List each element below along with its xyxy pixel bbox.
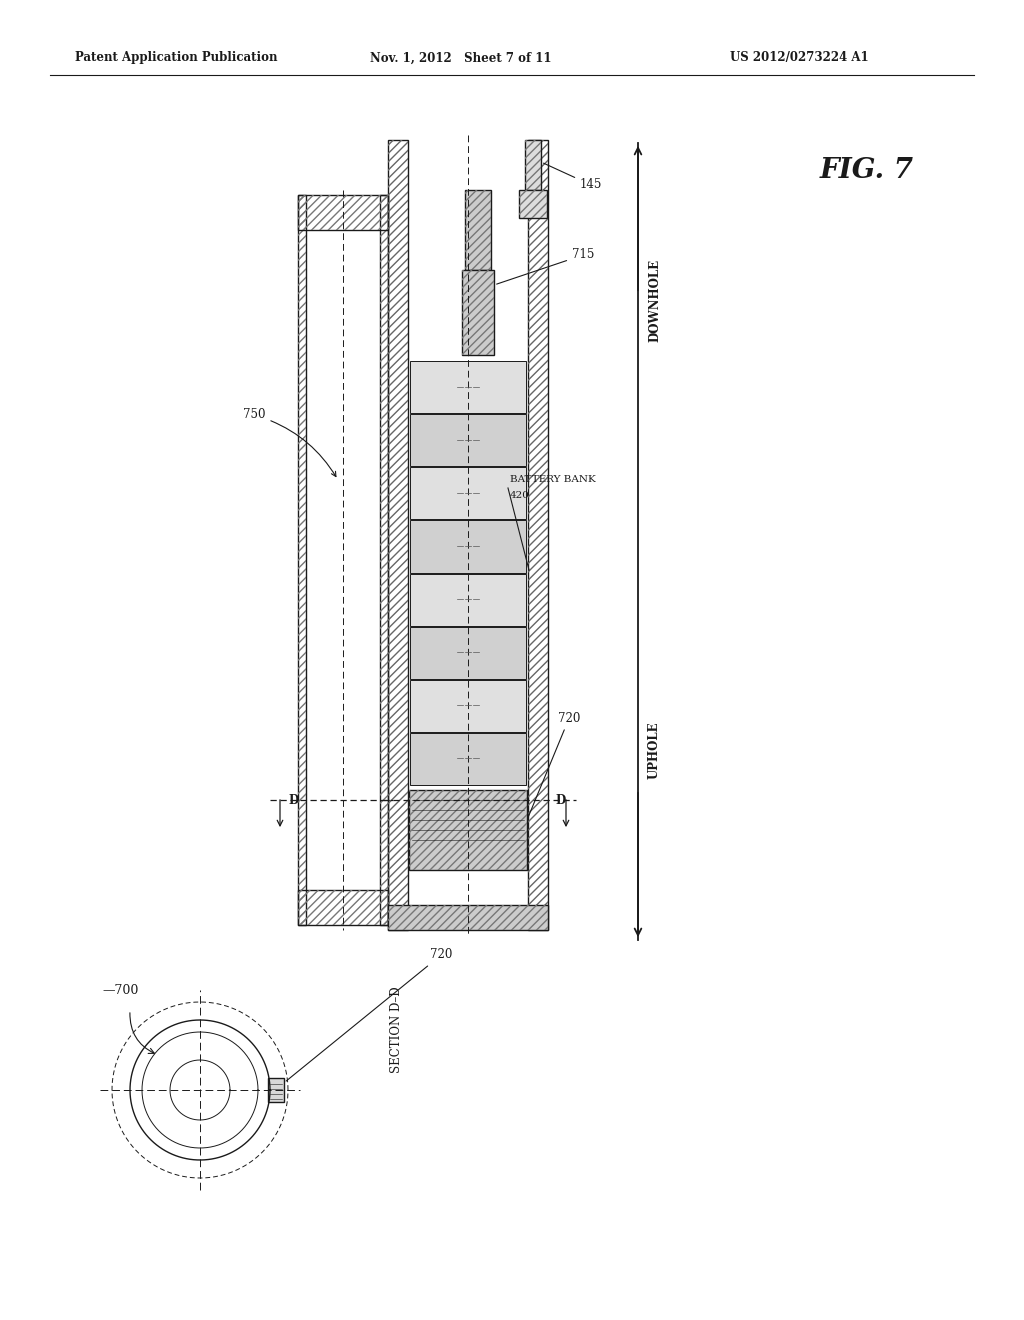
- Bar: [298, 195, 306, 925]
- Bar: [410, 360, 526, 413]
- Text: FIG. 7: FIG. 7: [820, 157, 914, 183]
- Text: 715: 715: [497, 248, 594, 284]
- Text: UPHOLE: UPHOLE: [648, 721, 662, 779]
- Bar: [380, 195, 388, 925]
- Bar: [388, 140, 408, 931]
- Text: Patent Application Publication: Patent Application Publication: [75, 51, 278, 65]
- Text: 720: 720: [286, 949, 453, 1081]
- Bar: [409, 789, 527, 870]
- Bar: [388, 906, 548, 931]
- Text: D: D: [555, 793, 565, 807]
- Bar: [298, 195, 388, 230]
- Bar: [410, 573, 526, 626]
- Bar: [380, 195, 388, 925]
- Text: 420: 420: [510, 491, 529, 500]
- Bar: [268, 1078, 284, 1102]
- Bar: [465, 190, 490, 271]
- Bar: [298, 890, 388, 925]
- Text: DOWNHOLE: DOWNHOLE: [648, 259, 662, 342]
- Text: US 2012/0273224 A1: US 2012/0273224 A1: [730, 51, 868, 65]
- Text: D: D: [288, 793, 298, 807]
- Bar: [528, 140, 548, 931]
- Bar: [388, 140, 408, 931]
- Text: 145: 145: [544, 164, 602, 191]
- Bar: [519, 190, 547, 218]
- Bar: [525, 140, 541, 190]
- Bar: [410, 414, 526, 466]
- Bar: [410, 520, 526, 573]
- Bar: [410, 733, 526, 785]
- Bar: [298, 195, 306, 925]
- Bar: [410, 467, 526, 519]
- Text: SECTION D–D: SECTION D–D: [390, 986, 403, 1073]
- Bar: [410, 680, 526, 731]
- Bar: [410, 627, 526, 678]
- Bar: [519, 190, 547, 218]
- Bar: [462, 271, 494, 355]
- Bar: [462, 271, 494, 355]
- Bar: [525, 140, 541, 190]
- Text: BATTERY BANK: BATTERY BANK: [510, 475, 596, 484]
- Text: 720: 720: [528, 711, 581, 817]
- Bar: [298, 195, 388, 230]
- Bar: [528, 140, 548, 931]
- Bar: [388, 906, 548, 931]
- Bar: [298, 890, 388, 925]
- Bar: [465, 190, 490, 271]
- Bar: [409, 789, 527, 870]
- Text: Nov. 1, 2012   Sheet 7 of 11: Nov. 1, 2012 Sheet 7 of 11: [370, 51, 552, 65]
- Text: —700: —700: [102, 983, 138, 997]
- Text: 750: 750: [243, 408, 336, 477]
